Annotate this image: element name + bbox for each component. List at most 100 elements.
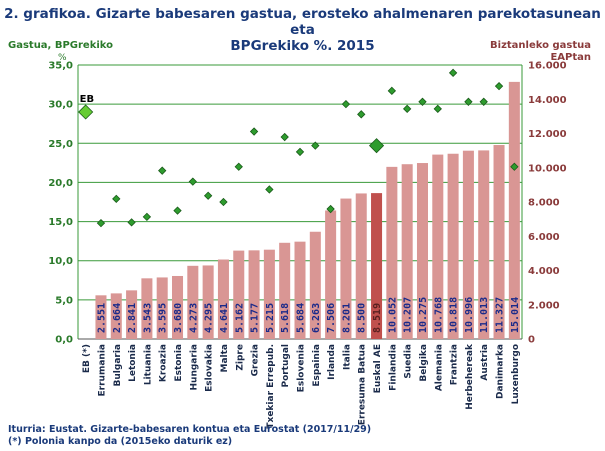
diamond-point	[341, 99, 351, 109]
category-label: Malta	[220, 344, 230, 373]
bar-value-label: 10.996	[464, 297, 475, 333]
diamond-point	[418, 97, 427, 106]
diamond-point	[188, 177, 197, 186]
diamond-point	[494, 81, 504, 91]
left-axis-unit: %	[58, 53, 67, 63]
diamond-point	[387, 86, 397, 95]
left-tick-label: 5,0	[55, 295, 73, 306]
bar	[172, 275, 184, 339]
bar	[386, 166, 398, 339]
right-tick-label: 0	[528, 335, 535, 346]
eb-marker-label: EB	[80, 94, 94, 105]
category-label: Irlanda	[327, 344, 337, 380]
bar	[217, 259, 229, 339]
right-tick-label: 6.000	[528, 232, 560, 243]
category-label: Luxenburgo	[511, 344, 521, 404]
bar-value-label: 10.052	[387, 297, 398, 333]
diamond-point	[368, 138, 385, 154]
bar	[355, 193, 367, 339]
left-tick-label: 25,0	[48, 139, 73, 150]
category-label: Eslovakia	[205, 344, 215, 392]
category-label: Bulgaria	[113, 344, 123, 386]
category-label: Espainia	[312, 344, 322, 387]
diamond-point	[479, 97, 488, 106]
bar-value-label: 10.768	[433, 297, 444, 333]
bar	[462, 150, 474, 339]
category-label: Errumania	[97, 344, 107, 396]
bar	[309, 231, 321, 339]
bar	[202, 265, 214, 339]
diamond-point	[510, 162, 519, 171]
bar-value-label: 2.551	[96, 303, 107, 333]
category-label: Euskal AE	[373, 344, 383, 393]
right-axis-label-line1: Biztanleko gastua	[490, 40, 591, 51]
category-label: Eslovenia	[297, 344, 307, 392]
left-tick-label: 20,0	[48, 178, 73, 189]
bar	[325, 210, 337, 339]
diamond-point	[433, 104, 442, 114]
bar-value-label: 5.618	[280, 303, 291, 333]
bar	[279, 242, 291, 339]
bar-value-label: 5.177	[250, 303, 261, 333]
bar-value-label: 4.641	[219, 303, 230, 333]
diamond-point	[295, 147, 305, 157]
bar	[156, 277, 168, 339]
left-tick-label: 0,0	[55, 335, 73, 346]
diamond-point	[112, 194, 121, 204]
bar-value-label: 2.841	[127, 303, 138, 333]
right-tick-label: 14.000	[528, 95, 567, 106]
bar	[95, 295, 107, 339]
chart-title-line1: 2. grafikoa. Gizarte babesaren gastua, e…	[4, 6, 601, 38]
bar	[340, 198, 352, 339]
bar	[432, 154, 444, 339]
category-label: Estonia	[174, 344, 184, 382]
category-label: Kroazia	[159, 344, 169, 382]
diamond-point	[173, 206, 182, 215]
bar	[126, 290, 138, 339]
bar-value-label: 5.684	[296, 303, 307, 333]
left-tick-label: 30,0	[48, 100, 73, 111]
bar	[371, 193, 383, 339]
category-label: Finlandia	[388, 344, 398, 391]
diamond-point	[158, 166, 167, 175]
category-label: Suedia	[404, 344, 414, 379]
bar-value-label: 6.263	[311, 303, 322, 333]
diamond-point	[326, 204, 335, 214]
bar-value-label: 4.295	[204, 303, 215, 333]
left-tick-label: 35,0	[48, 61, 73, 72]
left-axis-label: Gastua, BPGrekiko	[8, 40, 114, 51]
bar-value-label: 5.215	[265, 303, 276, 333]
bar	[478, 150, 490, 339]
left-tick-label: 10,0	[48, 256, 73, 267]
diamond-point	[403, 104, 412, 114]
diamond-point	[219, 197, 228, 207]
bar-value-label: 10.818	[449, 297, 460, 333]
bar-value-label: 3.595	[158, 303, 169, 333]
category-label: Herbehereak	[465, 343, 475, 410]
exclusion-note: (*) Polonia kanpo da (2015eko daturik ez…	[8, 436, 233, 447]
bar	[401, 164, 413, 339]
diamond-point	[142, 212, 152, 222]
diamond-point	[249, 127, 259, 136]
category-label: Italia	[342, 344, 352, 370]
bar-value-label: 8.500	[357, 303, 368, 333]
chart-title-line2: BPGrekiko %. 2015	[230, 38, 375, 54]
diamond-point	[127, 218, 136, 227]
right-tick-label: 4.000	[528, 266, 560, 277]
bar-value-label: 7.506	[326, 303, 337, 333]
category-label: Danimarka	[496, 344, 506, 399]
diamond-point	[234, 162, 243, 171]
right-tick-label: 12.000	[528, 129, 567, 140]
bar-value-label: 15.014	[510, 297, 521, 333]
bar-value-label: 10.207	[403, 297, 414, 333]
right-tick-label: 16.000	[528, 61, 567, 72]
chart-footer: Iturria: Eustat. Gizarte-babesaren kontu…	[8, 424, 371, 448]
right-tick-label: 2.000	[528, 300, 560, 311]
category-label: Txekiar Errepub.	[266, 344, 276, 429]
category-label: Zipre	[235, 344, 245, 371]
source-note: Iturria: Eustat. Gizarte-babesaren kontu…	[8, 424, 372, 435]
diamond-point	[464, 97, 473, 106]
bar	[493, 145, 505, 339]
bar-value-label: 8.519	[372, 303, 383, 333]
diamond-point	[448, 68, 458, 77]
